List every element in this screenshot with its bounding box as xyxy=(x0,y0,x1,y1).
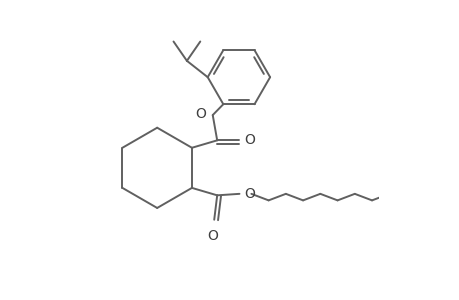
Text: O: O xyxy=(195,106,206,121)
Text: O: O xyxy=(207,229,218,243)
Text: O: O xyxy=(244,187,255,201)
Text: O: O xyxy=(244,133,255,147)
